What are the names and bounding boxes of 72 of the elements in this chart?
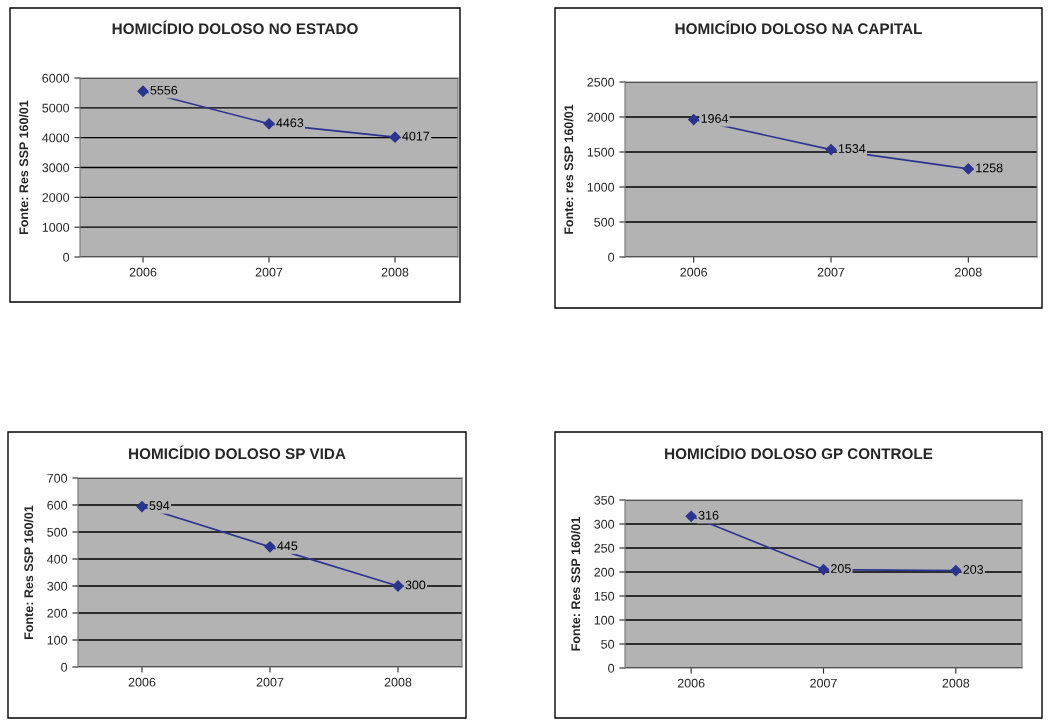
- y-tick-label: 1500: [587, 147, 615, 157]
- y-tick-label: 100: [47, 635, 68, 645]
- y-tick-label: 500: [594, 217, 615, 227]
- data-label: 316: [698, 510, 719, 520]
- y-tick-label: 6000: [42, 73, 70, 83]
- x-tick-label: 2008: [942, 678, 970, 688]
- point: [685, 510, 697, 522]
- point: [137, 85, 149, 97]
- y-tick-label: 50: [601, 639, 615, 649]
- y-tick-label: 400: [47, 554, 68, 564]
- y-axis-title: Fonte: Res SSP 160/01: [19, 100, 29, 234]
- chart-title: HOMICÍDIO DOLOSO NO ESTADO: [112, 20, 358, 35]
- point: [264, 541, 276, 553]
- y-tick-label: 350: [594, 495, 615, 505]
- y-tick-label: 100: [594, 615, 615, 625]
- data-label: 594: [149, 501, 170, 510]
- x-tick-label: 2007: [255, 267, 283, 277]
- data-label: 4463: [276, 118, 304, 128]
- y-tick-label: 0: [61, 662, 68, 672]
- x-tick-label: 2007: [256, 677, 284, 687]
- y-tick-label: 250: [594, 543, 615, 553]
- x-tick-label: 2006: [680, 267, 708, 277]
- chart-title: HOMICÍDIO DOLOSO NA CAPITAL: [675, 20, 922, 35]
- y-tick-label: 1000: [42, 222, 70, 232]
- y-tick-label: 500: [47, 527, 68, 537]
- y-tick-label: 1000: [587, 182, 615, 192]
- data-label: 5556: [150, 85, 178, 95]
- x-tick-label: 2007: [810, 678, 837, 688]
- point: [389, 131, 401, 143]
- point: [962, 163, 974, 175]
- y-tick-label: 4000: [42, 133, 70, 143]
- y-axis-title: Fonte: Res SSP 160/01: [570, 517, 581, 651]
- data-label: 205: [831, 564, 851, 573]
- data-label: 300: [405, 580, 426, 590]
- data-label: 4017: [402, 131, 430, 141]
- data-label: 445: [277, 541, 298, 551]
- chart-title: HOMICÍDIO DOLOSO SP VIDA: [129, 445, 346, 460]
- y-tick-label: 700: [47, 473, 68, 483]
- point: [688, 113, 700, 126]
- y-axis-title: Fonte: Res SSP 160/01: [23, 505, 34, 639]
- y-tick-label: 300: [594, 519, 615, 529]
- y-tick-label: 0: [63, 252, 70, 262]
- y-tick-label: 3000: [42, 163, 70, 173]
- point: [263, 118, 275, 130]
- x-tick-label: 2006: [128, 677, 156, 687]
- y-tick-label: 150: [594, 591, 615, 601]
- data-label: 1534: [838, 144, 866, 153]
- data-label: 1258: [976, 163, 1003, 173]
- point: [950, 564, 962, 577]
- y-tick-label: 600: [47, 500, 68, 510]
- y-tick-label: 200: [594, 567, 615, 577]
- y-tick-label: 2000: [587, 112, 615, 122]
- data-label: 203: [963, 565, 984, 574]
- x-tick-label: 2008: [381, 267, 409, 277]
- x-tick-label: 2008: [955, 267, 982, 277]
- chart-title: HOMICÍDIO DOLOSO GP CONTROLE: [665, 445, 933, 460]
- y-tick-label: 200: [47, 608, 68, 618]
- point: [825, 144, 837, 156]
- y-tick-label: 2500: [587, 77, 615, 87]
- x-tick-label: 2006: [677, 678, 705, 688]
- point: [136, 501, 148, 513]
- x-tick-label: 2007: [817, 267, 845, 277]
- x-tick-label: 2008: [384, 677, 412, 687]
- point: [817, 563, 830, 576]
- y-axis-title: Fonte: res SSP 160/01: [564, 104, 574, 234]
- y-tick-label: 0: [608, 663, 615, 673]
- data-label: 1964: [701, 114, 729, 123]
- x-tick-label: 2006: [129, 267, 157, 277]
- y-tick-label: 2000: [42, 193, 70, 202]
- y-tick-label: 5000: [42, 103, 70, 113]
- y-tick-label: 300: [47, 581, 68, 591]
- y-tick-label: 0: [608, 252, 615, 262]
